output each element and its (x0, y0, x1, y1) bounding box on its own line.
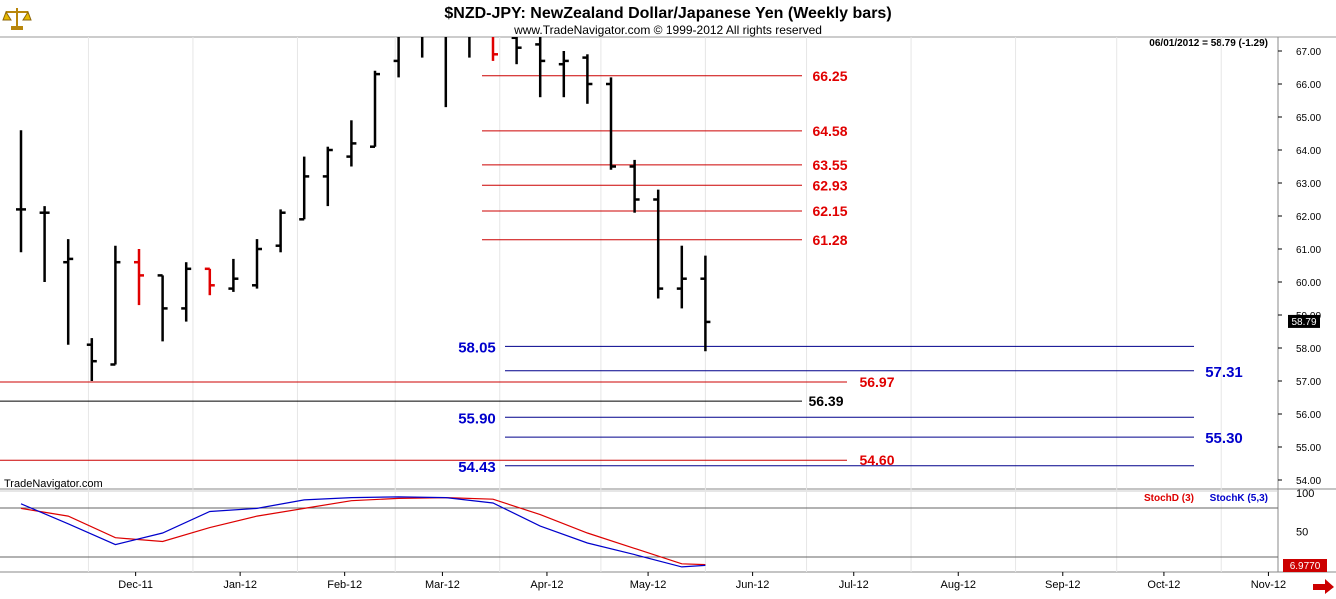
quote-readout: 06/01/2012 = 58.79 (-1.29) (1149, 38, 1268, 49)
y-tick-label: 56.00 (1296, 410, 1321, 421)
legend-stoch-k: StochK (5,3) (1210, 493, 1268, 504)
y-tick-label: 55.00 (1296, 443, 1321, 454)
x-tick-label: Apr-12 (530, 579, 563, 591)
stoch-tick-label: 50 (1296, 527, 1308, 539)
logo-icon[interactable] (2, 2, 32, 32)
level-label: 58.05 (458, 339, 496, 356)
price-levels (0, 75, 1194, 467)
ohlc-bar (582, 54, 593, 104)
stoch-d-line (20, 496, 706, 566)
ohlc-bar (558, 51, 569, 98)
price-panel[interactable]: 66.25 64.58 63.55 62.93 62.15 61.28 58.05 57.31… (0, 35, 1336, 573)
last-price-label: 58.79 (1291, 317, 1316, 328)
x-tick-label: Feb-12 (327, 579, 362, 591)
ohlc-bar (322, 146, 333, 207)
ohlc-bar (370, 70, 380, 148)
ohlc-bar (299, 156, 310, 221)
price-level-labels: 66.25 64.58 63.55 62.93 62.15 61.28 58.05 57.31… (458, 68, 1243, 476)
stoch-k-line (20, 496, 706, 568)
y-tick-label: 60.00 (1296, 278, 1321, 289)
x-tick-label: Mar-12 (425, 579, 460, 591)
ohlc-bar (444, 37, 448, 108)
watermark: TradeNavigator.com (4, 478, 103, 490)
ohlc-bar (346, 120, 357, 167)
level-label: 61.28 (812, 232, 847, 248)
ohlc-bar (511, 37, 522, 65)
ohlc-bar (181, 262, 192, 322)
x-tick-label: Jul-12 (839, 579, 869, 591)
ohlc-bar (63, 239, 74, 345)
x-tick-label: Nov-12 (1251, 579, 1286, 591)
y-tick-label: 61.00 (1296, 245, 1321, 256)
ohlc-bars (16, 37, 711, 381)
level-label: 55.90 (458, 410, 496, 427)
ohlc-bar (275, 209, 286, 253)
y-tick-label: 54.00 (1296, 476, 1321, 487)
stochastic-axis: 100 50 (1296, 488, 1314, 539)
ohlc-bar (491, 37, 498, 61)
x-tick-label: Jun-12 (736, 579, 770, 591)
date-axis: Dec-11 Jan-12 Feb-12 Mar-12 Apr-12 May-12 Jun-… (118, 572, 1286, 591)
level-label: 56.39 (808, 393, 843, 409)
ohlc-bar (252, 239, 262, 289)
x-tick-label: May-12 (630, 579, 667, 591)
x-tick-label: Sep-12 (1045, 579, 1080, 591)
copyright-subtitle: www.TradeNavigator.com © 1999-2012 All r… (513, 23, 822, 37)
ohlc-bar (629, 159, 640, 213)
legend-stoch-d: StochD (3) (1144, 493, 1194, 504)
y-tick-label: 58.00 (1296, 344, 1321, 355)
level-label: 57.31 (1205, 364, 1243, 381)
ohlc-bar (468, 37, 471, 58)
ohlc-bar (39, 206, 50, 282)
ohlc-bar (653, 189, 664, 299)
ohlc-bar (228, 258, 239, 292)
ohlc-bar (86, 338, 97, 381)
y-tick-label: 67.00 (1296, 47, 1321, 58)
ohlc-bar (420, 37, 424, 58)
right-arrow-icon[interactable] (1313, 579, 1334, 594)
level-label: 54.43 (458, 459, 496, 476)
ohlc-bar (134, 249, 144, 306)
last-price-marker: 58.79 (1288, 314, 1320, 328)
level-label: 55.30 (1205, 430, 1243, 447)
ohlc-bar (157, 274, 168, 342)
ohlc-bar (606, 77, 616, 170)
ohlc-bar (700, 255, 711, 352)
stochastic-lines (20, 496, 706, 568)
x-tick-label: Dec-11 (118, 579, 153, 591)
y-tick-label: 57.00 (1296, 377, 1321, 388)
ohlc-bar (204, 267, 215, 296)
y-tick-label: 65.00 (1296, 113, 1321, 124)
stochastic-panel[interactable]: 100 50 StochD (3) StochK (5,3) 6.9770 (0, 488, 1327, 572)
ohlc-bar (393, 37, 400, 78)
level-label: 66.25 (812, 68, 847, 84)
level-label: 62.93 (812, 177, 847, 193)
y-tick-label: 62.00 (1296, 212, 1321, 223)
vertical-gridlines (87, 37, 1222, 572)
level-label: 63.55 (812, 157, 847, 173)
chart-title: $NZD-JPY: NewZealand Dollar/Japanese Yen… (444, 5, 891, 22)
x-tick-label: Jan-12 (223, 579, 257, 591)
level-label: 64.58 (812, 123, 847, 139)
ohlc-bar (535, 37, 546, 98)
level-label: 56.97 (859, 374, 894, 390)
y-tick-label: 64.00 (1296, 146, 1321, 157)
x-tick-label: Aug-12 (941, 579, 976, 591)
y-tick-label: 66.00 (1296, 80, 1321, 91)
ohlc-bar (16, 130, 26, 253)
level-label: 54.60 (859, 452, 894, 468)
y-tick-label: 63.00 (1296, 179, 1321, 190)
ohlc-bar (110, 245, 121, 366)
price-axis: 54.0055.0056.0057.0058.0059.0060.0061.00… (1278, 47, 1321, 487)
stoch-last-value: 6.9770 (1290, 561, 1321, 572)
x-tick-label: Oct-12 (1147, 579, 1180, 591)
stoch-tick-label: 100 (1296, 488, 1314, 500)
ohlc-bar (676, 245, 687, 309)
level-label: 62.15 (812, 203, 847, 219)
